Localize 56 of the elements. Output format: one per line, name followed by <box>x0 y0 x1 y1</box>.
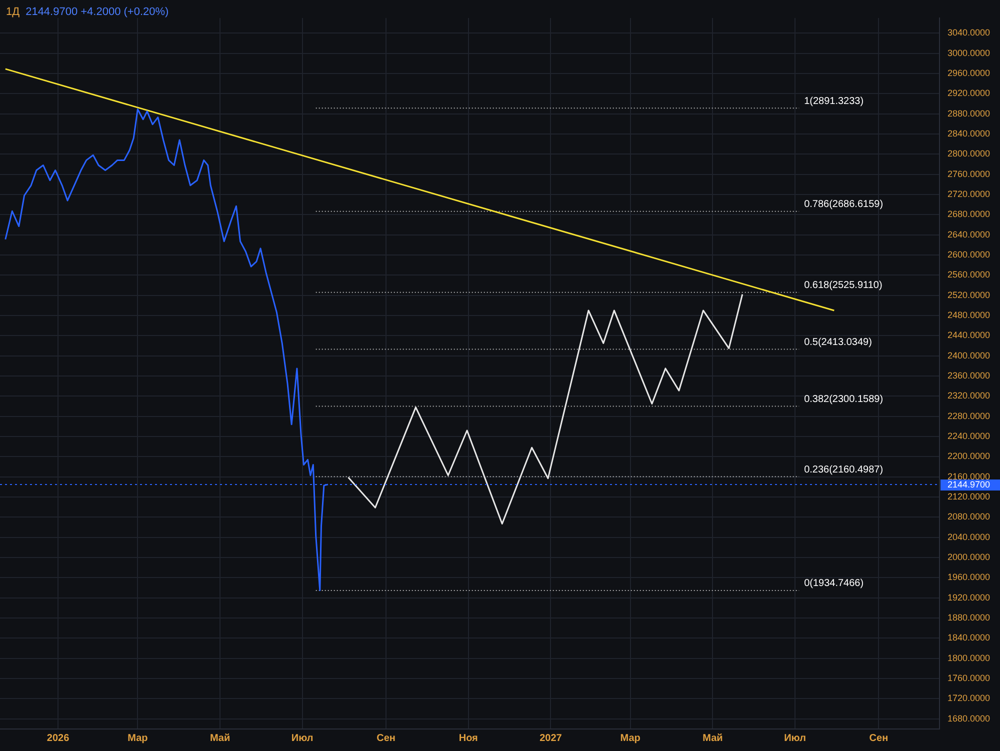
y-tick-label: 2920.0000 <box>947 88 990 98</box>
x-tick-label: Сен <box>869 732 888 744</box>
y-tick-label: 2800.0000 <box>947 148 990 159</box>
x-tick-label: 2026 <box>46 732 70 744</box>
series-label: 0.786(2686.6159) <box>804 199 884 210</box>
y-tick-label: 2360.0000 <box>947 370 990 381</box>
x-tick-label: 2027 <box>540 732 562 744</box>
x-tick-label: Июл <box>784 732 806 744</box>
y-tick-label: 2840.0000 <box>947 128 990 138</box>
y-tick-label: 2160.0000 <box>947 471 990 482</box>
y-tick-label: 2240.0000 <box>947 431 990 442</box>
y-tick-label: 3000.0000 <box>947 48 990 58</box>
y-tick-label: 2480.0000 <box>947 310 990 320</box>
x-tick-label: Мар <box>128 732 148 744</box>
y-tick-label: 1880.0000 <box>947 612 990 623</box>
chart-subtitle: 2144.9700 +4.2000 (+0.20%) <box>26 6 169 18</box>
x-tick-label: Ноя <box>458 732 478 744</box>
y-tick-label: 2520.0000 <box>947 290 990 300</box>
y-tick-label: 2280.0000 <box>947 410 990 421</box>
y-tick-label: 2720.0000 <box>947 188 990 199</box>
series-label: 1(2891.3233) <box>804 96 864 107</box>
y-tick-label: 1680.0000 <box>947 713 990 724</box>
chart-title: 1Д <box>6 6 20 18</box>
y-tick-label: 2640.0000 <box>947 229 990 240</box>
y-tick-label: 2080.0000 <box>947 512 990 522</box>
y-tick-label: 2400.0000 <box>947 350 990 360</box>
y-tick-label: 1800.0000 <box>947 652 990 663</box>
y-tick-label: 1760.0000 <box>947 673 990 684</box>
series-label: 0.236(2160.4987) <box>804 464 884 476</box>
y-tick-label: 2680.0000 <box>947 209 990 220</box>
y-tick-label: 1920.0000 <box>947 592 990 602</box>
y-tick-label: 2960.0000 <box>947 68 990 78</box>
y-tick-label: 2200.0000 <box>947 451 990 462</box>
y-tick-label: 2040.0000 <box>947 532 990 542</box>
y-tick-label: 3040.0000 <box>947 28 990 38</box>
y-tick-label: 2880.0000 <box>947 108 990 118</box>
y-tick-label: 1720.0000 <box>947 693 990 704</box>
y-tick-label: 1960.0000 <box>947 572 990 582</box>
series-label: 0.382(2300.1589) <box>804 394 884 405</box>
ref-line-label: 2144.9700 <box>947 479 990 490</box>
y-tick-label: 2320.0000 <box>947 390 990 401</box>
x-tick-label: Май <box>210 732 230 744</box>
x-tick-label: Мар <box>620 732 640 744</box>
series-label: 0.5(2413.0349) <box>804 337 872 348</box>
y-tick-label: 2760.0000 <box>947 168 990 179</box>
y-tick-label: 2440.0000 <box>947 330 990 340</box>
y-tick-label: 2600.0000 <box>947 249 990 260</box>
x-tick-label: Сен <box>376 732 396 744</box>
x-tick-label: Июл <box>291 732 314 744</box>
y-tick-label: 2560.0000 <box>947 270 990 280</box>
series-label: 0.618(2525.9110) <box>804 280 882 292</box>
series-label: 0(1934.7466) <box>804 578 864 590</box>
y-tick-label: 1840.0000 <box>947 632 990 643</box>
y-tick-label: 2000.0000 <box>947 552 990 562</box>
x-tick-label: Май <box>702 732 723 744</box>
y-tick-label: 2120.0000 <box>947 492 990 502</box>
